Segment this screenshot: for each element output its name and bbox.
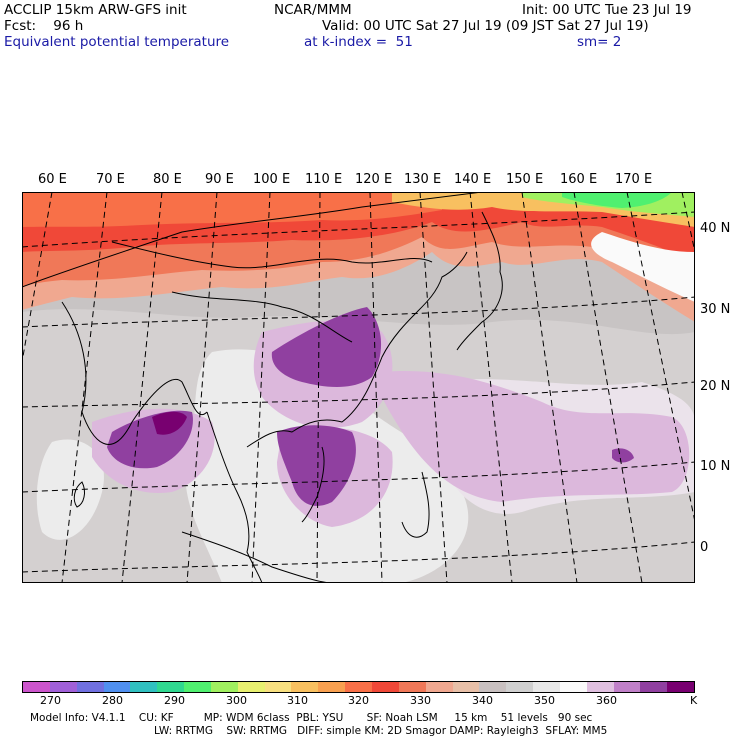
colorbar-swatch xyxy=(371,682,399,692)
lon-label: 60 E xyxy=(38,172,67,187)
colorbar-label: 340 xyxy=(472,694,493,707)
lon-label: 100 E xyxy=(253,172,291,187)
colorbar-label: 290 xyxy=(164,694,185,707)
field-band xyxy=(152,411,187,435)
model-info-line2: LW: RRTMG SW: RRTMG DIFF: simple KM: 2D … xyxy=(154,725,608,737)
lon-label: 150 E xyxy=(506,172,544,187)
field-band xyxy=(271,307,382,387)
field-band xyxy=(591,232,695,302)
colorbar-swatch xyxy=(533,682,560,692)
colorbar-swatch xyxy=(237,682,265,692)
field-band xyxy=(277,425,356,506)
colorbar-swatch xyxy=(506,682,534,692)
lat-label: 0 xyxy=(700,540,709,555)
colorbar-label: 350 xyxy=(534,694,555,707)
colorbar-swatch xyxy=(667,682,695,692)
colorbar-swatch xyxy=(184,682,211,692)
center-name: NCAR/MMM xyxy=(274,2,352,18)
lon-label: 120 E xyxy=(355,172,393,187)
model-title: ACCLIP 15km ARW-GFS init xyxy=(4,2,187,18)
field-band xyxy=(562,192,672,208)
lat-label: 40 N xyxy=(700,221,731,236)
lon-label: 70 E xyxy=(96,172,125,187)
colorbar-swatch xyxy=(76,682,104,692)
colorbar-swatch xyxy=(345,682,372,692)
field-band xyxy=(22,192,442,227)
forecast-hour: Fcst: 96 h xyxy=(4,18,84,34)
colorbar-swatch xyxy=(613,682,641,692)
colorbar-swatch xyxy=(425,682,453,692)
valid-time: Valid: 00 UTC Sat 27 Jul 19 (09 JST Sat … xyxy=(322,18,649,34)
lon-label: 140 E xyxy=(454,172,492,187)
colorbar xyxy=(22,681,695,693)
theta-e-map xyxy=(22,192,695,583)
colorbar-swatch xyxy=(559,682,587,692)
coastlines xyxy=(22,192,503,583)
colorbar-label: 310 xyxy=(287,694,308,707)
colorbar-swatch xyxy=(210,682,238,692)
colorbar-swatch xyxy=(130,682,158,692)
colorbar-swatch xyxy=(479,682,507,692)
lon-label: 110 E xyxy=(305,172,343,187)
colorbar-label: 320 xyxy=(348,694,369,707)
field-band xyxy=(36,439,104,540)
lat-label: 10 N xyxy=(700,459,731,474)
lon-label: 160 E xyxy=(560,172,598,187)
colorbar-swatch xyxy=(318,682,346,692)
colorbar-swatch xyxy=(157,682,185,692)
colorbar-swatch xyxy=(49,682,77,692)
smoothing-info: sm= 2 xyxy=(577,34,622,50)
map-frame xyxy=(22,192,695,583)
level-info: at k-index = 51 xyxy=(304,34,413,50)
colorbar-swatch xyxy=(291,682,319,692)
colorbar-swatch xyxy=(398,682,426,692)
field-name: Equivalent potential temperature xyxy=(4,34,230,50)
lon-label: 80 E xyxy=(153,172,182,187)
init-time: Init: 00 UTC Tue 23 Jul 19 xyxy=(522,2,692,18)
field-band xyxy=(612,448,634,463)
colorbar-swatch xyxy=(586,682,614,692)
colorbar-swatch xyxy=(640,682,668,692)
field-band xyxy=(378,371,690,502)
graticule xyxy=(22,192,695,583)
lon-label: 90 E xyxy=(205,172,234,187)
model-info-line1: Model Info: V4.1.1 CU: KF MP: WDM 6class… xyxy=(30,712,593,724)
colorbar-swatch xyxy=(23,682,50,692)
colorbar-swatch xyxy=(264,682,292,692)
colorbar-unit: K xyxy=(690,694,698,707)
lon-label: 170 E xyxy=(615,172,653,187)
colorbar-swatch xyxy=(452,682,480,692)
colorbar-label: 330 xyxy=(410,694,431,707)
colorbar-swatch xyxy=(103,682,131,692)
lat-label: 20 N xyxy=(700,379,731,394)
lon-label: 130 E xyxy=(404,172,442,187)
colorbar-label: 360 xyxy=(596,694,617,707)
lat-label: 30 N xyxy=(700,302,731,317)
colorbar-label: 300 xyxy=(226,694,247,707)
colorbar-label: 270 xyxy=(40,694,61,707)
colorbar-label: 280 xyxy=(102,694,123,707)
